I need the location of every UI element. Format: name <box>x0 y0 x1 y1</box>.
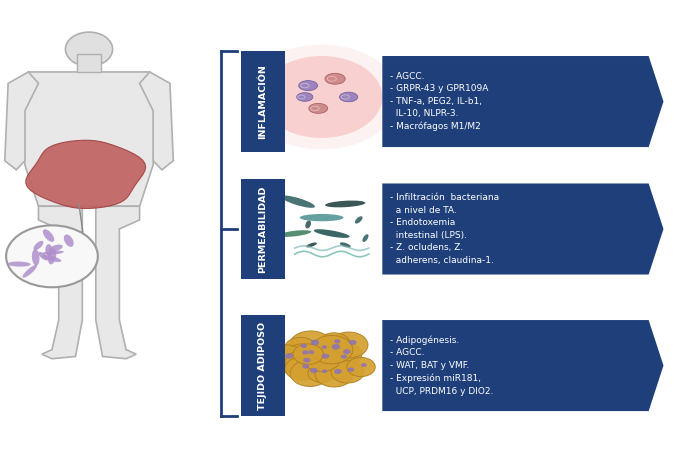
FancyBboxPatch shape <box>241 179 284 279</box>
FancyBboxPatch shape <box>241 51 284 152</box>
Ellipse shape <box>43 251 64 255</box>
Ellipse shape <box>39 252 48 261</box>
Ellipse shape <box>355 216 363 224</box>
Circle shape <box>285 357 320 380</box>
Ellipse shape <box>325 201 366 207</box>
Circle shape <box>347 357 375 376</box>
Circle shape <box>331 361 364 383</box>
Circle shape <box>311 335 353 364</box>
Ellipse shape <box>305 220 311 229</box>
Circle shape <box>244 44 399 149</box>
Circle shape <box>308 350 314 354</box>
FancyBboxPatch shape <box>77 54 101 72</box>
Circle shape <box>310 368 318 373</box>
Circle shape <box>332 344 340 349</box>
Polygon shape <box>22 72 156 206</box>
Circle shape <box>361 363 367 367</box>
Circle shape <box>264 345 306 373</box>
Ellipse shape <box>49 245 63 251</box>
Circle shape <box>322 370 327 373</box>
Circle shape <box>303 346 341 371</box>
Ellipse shape <box>281 196 315 208</box>
Circle shape <box>318 333 350 354</box>
Circle shape <box>308 340 335 358</box>
Ellipse shape <box>306 242 317 247</box>
Circle shape <box>308 364 335 382</box>
Text: - AGCC.
- GRPR-43 y GPR109A
- TNF-a, PEG2, IL-b1,
  IL-10, NLPR-3.
- Macrófagos : - AGCC. - GRPR-43 y GPR109A - TNF-a, PEG… <box>391 71 489 131</box>
Ellipse shape <box>45 244 52 256</box>
Polygon shape <box>26 140 146 208</box>
Circle shape <box>322 345 327 349</box>
Circle shape <box>347 367 354 372</box>
Circle shape <box>301 344 307 348</box>
Polygon shape <box>139 72 173 170</box>
Ellipse shape <box>339 92 357 102</box>
Text: - Infiltración  bacteriana
  a nivel de TA.
- Endotoxemia
  intestinal (LPS).
- : - Infiltración bacteriana a nivel de TA.… <box>391 193 500 265</box>
Polygon shape <box>39 206 83 359</box>
Ellipse shape <box>43 229 54 242</box>
FancyBboxPatch shape <box>241 316 284 416</box>
Ellipse shape <box>325 73 345 84</box>
Ellipse shape <box>362 234 368 242</box>
Ellipse shape <box>42 255 62 262</box>
Ellipse shape <box>32 249 39 266</box>
Circle shape <box>349 340 357 345</box>
Ellipse shape <box>7 262 30 267</box>
Circle shape <box>341 354 347 359</box>
Ellipse shape <box>66 32 112 66</box>
Ellipse shape <box>299 81 318 91</box>
Circle shape <box>334 369 342 374</box>
Circle shape <box>322 354 329 359</box>
Circle shape <box>293 344 324 365</box>
Circle shape <box>285 350 322 375</box>
Polygon shape <box>383 56 663 147</box>
Ellipse shape <box>33 241 43 250</box>
Ellipse shape <box>48 248 56 264</box>
Ellipse shape <box>64 234 74 247</box>
Circle shape <box>303 358 311 363</box>
Ellipse shape <box>340 242 351 247</box>
Text: - Adipogénesis.
- AGCC.
- WAT, BAT y VMF.
- Expresión miR181,
  UCP, PRDM16 y DI: - Adipogénesis. - AGCC. - WAT, BAT y VMF… <box>391 335 494 396</box>
Text: TEJIDO ADIPOSO: TEJIDO ADIPOSO <box>258 322 267 409</box>
Circle shape <box>285 353 293 359</box>
Circle shape <box>325 348 357 370</box>
Circle shape <box>311 340 320 345</box>
Ellipse shape <box>309 104 328 114</box>
Circle shape <box>343 349 351 354</box>
Polygon shape <box>95 206 139 359</box>
Ellipse shape <box>300 214 343 221</box>
Circle shape <box>315 361 353 387</box>
Polygon shape <box>383 320 663 411</box>
Circle shape <box>302 364 309 369</box>
Ellipse shape <box>278 230 311 237</box>
Text: INFLAMACIÓN: INFLAMACIÓN <box>258 64 267 139</box>
Circle shape <box>330 332 368 358</box>
Ellipse shape <box>22 265 37 278</box>
Polygon shape <box>5 72 39 170</box>
Ellipse shape <box>297 93 313 101</box>
Text: PERMEABILIDAD: PERMEABILIDAD <box>258 185 267 273</box>
Circle shape <box>324 342 362 367</box>
Circle shape <box>6 225 97 287</box>
Circle shape <box>334 339 341 344</box>
Ellipse shape <box>314 229 350 238</box>
Circle shape <box>289 331 332 360</box>
Circle shape <box>286 344 318 365</box>
Polygon shape <box>383 184 663 274</box>
Circle shape <box>261 56 383 138</box>
Circle shape <box>290 360 330 387</box>
Circle shape <box>302 350 309 354</box>
Circle shape <box>285 338 316 359</box>
